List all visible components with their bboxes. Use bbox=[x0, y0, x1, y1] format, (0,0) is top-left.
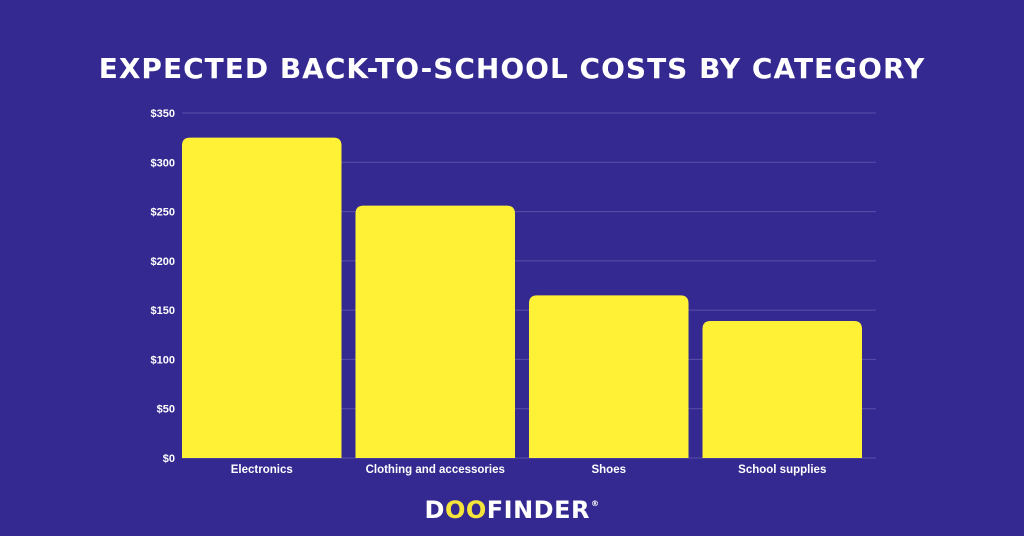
logo-text-prefix: D bbox=[424, 496, 445, 524]
bar-clothing-and-accessories bbox=[355, 205, 515, 458]
x-category-label: Shoes bbox=[591, 464, 626, 476]
x-category-label: Clothing and accessories bbox=[366, 464, 505, 476]
registered-mark: ® bbox=[590, 499, 600, 508]
doofinder-logo: DOOFINDER® bbox=[0, 496, 1024, 524]
x-category-label: School supplies bbox=[738, 464, 826, 476]
y-tick-label: $50 bbox=[157, 404, 175, 416]
bar-shoes bbox=[529, 295, 689, 458]
y-tick-label: $300 bbox=[151, 157, 175, 169]
y-tick-label: $100 bbox=[151, 354, 175, 366]
y-axis-ticks: $0 $50 $100 $150 $200 $250 $300 $350 bbox=[151, 108, 175, 465]
bar-electronics bbox=[182, 137, 342, 458]
chart-title: EXPECTED BACK-TO-SCHOOL COSTS BY CATEGOR… bbox=[98, 52, 926, 85]
y-tick-label: $0 bbox=[163, 453, 175, 465]
y-tick-label: $150 bbox=[151, 305, 175, 317]
x-category-label: Electronics bbox=[231, 464, 293, 476]
y-tick-label: $350 bbox=[151, 108, 175, 120]
y-tick-label: $250 bbox=[151, 207, 175, 219]
bars bbox=[182, 137, 862, 458]
bar-school-supplies bbox=[702, 320, 862, 458]
logo-text-oo: OO bbox=[444, 496, 487, 524]
x-axis-labels: Electronics Clothing and accessories Shoes… bbox=[231, 464, 827, 476]
logo-text-suffix: FINDER bbox=[486, 496, 590, 524]
y-tick-label: $200 bbox=[151, 256, 175, 268]
